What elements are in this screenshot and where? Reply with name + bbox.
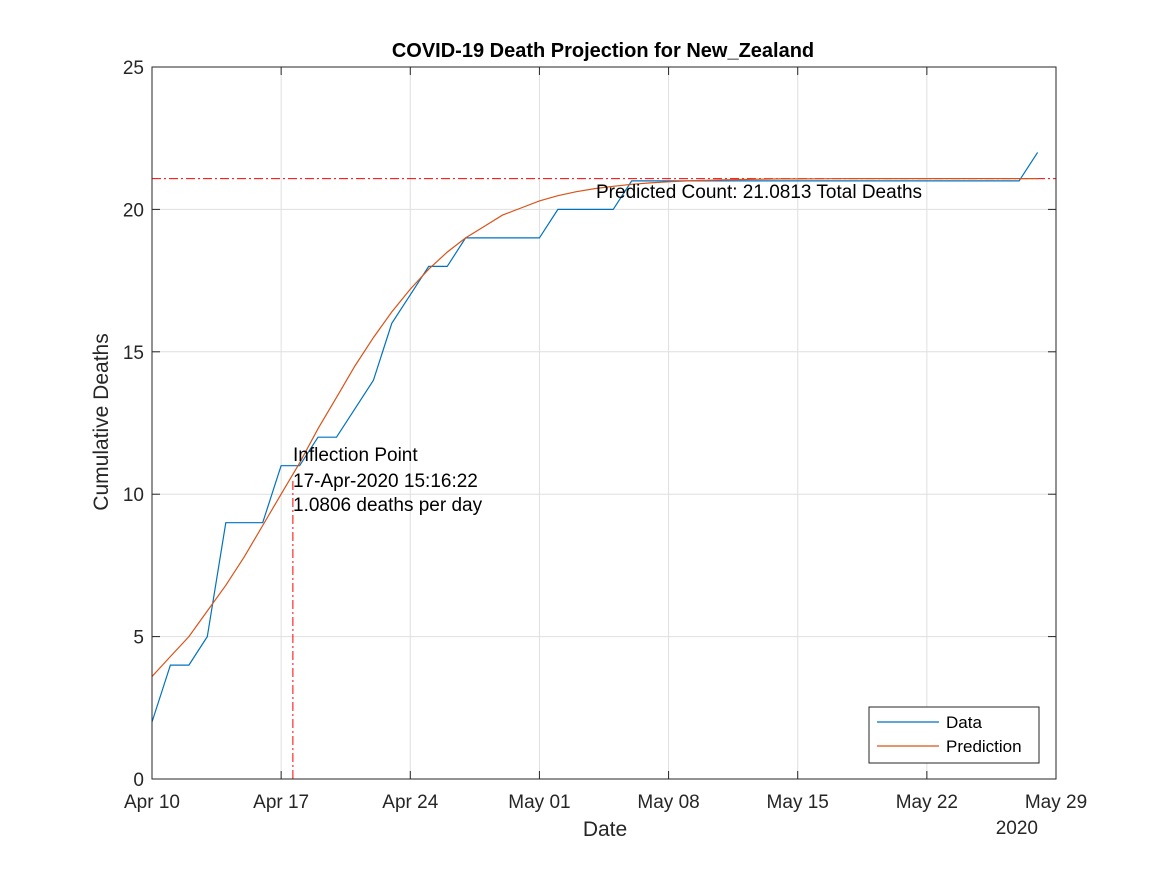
series-line-data: [151, 152, 1039, 723]
x-tick-label: May 08: [637, 792, 699, 813]
y-axis-label: Cumulative Deaths: [90, 333, 113, 510]
chart-title: COVID-19 Death Projection for New_Zealan…: [392, 40, 814, 62]
x-tick-label: May 22: [896, 792, 958, 813]
inflection-annotation-line-2: 17-Apr-2020 15:16:22: [293, 471, 478, 492]
legend-label-prediction: Prediction: [946, 737, 1022, 756]
inflection-annotation-line-1: Inflection Point: [293, 445, 418, 466]
series-group: [151, 152, 1039, 723]
x-tick-label: Apr 17: [253, 792, 309, 813]
inflection-annotation-line-3: 1.0806 deaths per day: [293, 495, 483, 516]
x-axis-label: Date: [583, 818, 627, 841]
y-tick-label: 5: [133, 628, 144, 649]
y-tick-label: 15: [123, 343, 144, 364]
y-tick-label: 10: [123, 485, 144, 506]
x-tick-label: May 15: [767, 792, 829, 813]
series-line-prediction: [151, 178, 1038, 677]
y-tick-label: 25: [123, 58, 144, 79]
x-tick-label: May 01: [508, 792, 570, 813]
legend-label-data: Data: [946, 713, 982, 732]
y-tick-label: 0: [133, 770, 144, 791]
x-axis-year-label: 2020: [996, 818, 1038, 839]
x-tick-label: Apr 24: [382, 792, 438, 813]
y-tick-label: 20: [123, 200, 144, 221]
legend: Data Prediction: [868, 706, 1040, 764]
ticks: Apr 10 Apr 17 Apr 24 May 01 May 08 May 15 May …: [123, 58, 1087, 813]
asymptote-annotation: Predicted Count: 21.0813 Total Deaths: [596, 182, 922, 203]
x-tick-label: Apr 10: [124, 792, 180, 813]
axes-box: [151, 66, 1057, 780]
x-tick-label: May 29: [1025, 792, 1087, 813]
legend-box: [868, 706, 1040, 764]
